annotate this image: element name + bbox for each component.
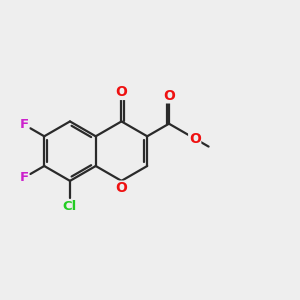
Text: F: F <box>20 118 28 131</box>
Text: O: O <box>189 132 201 145</box>
Text: Cl: Cl <box>63 200 77 213</box>
Text: O: O <box>116 85 128 99</box>
Text: O: O <box>163 89 175 103</box>
Text: O: O <box>116 181 128 195</box>
Text: F: F <box>20 171 28 184</box>
